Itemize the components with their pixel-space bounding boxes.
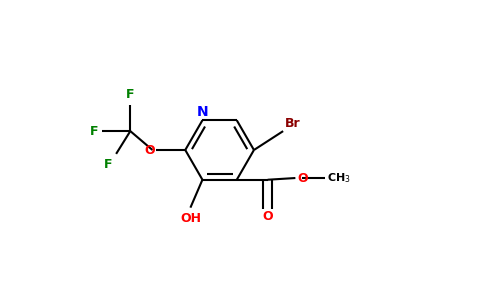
Text: O: O [144,143,155,157]
Text: O: O [262,210,273,224]
Text: N: N [197,105,208,119]
Text: F: F [126,88,135,101]
Text: CH$_3$: CH$_3$ [327,171,350,185]
Text: OH: OH [180,212,201,224]
Text: F: F [90,124,98,138]
Text: O: O [298,172,308,184]
Text: F: F [104,158,113,171]
Text: Br: Br [285,117,300,130]
